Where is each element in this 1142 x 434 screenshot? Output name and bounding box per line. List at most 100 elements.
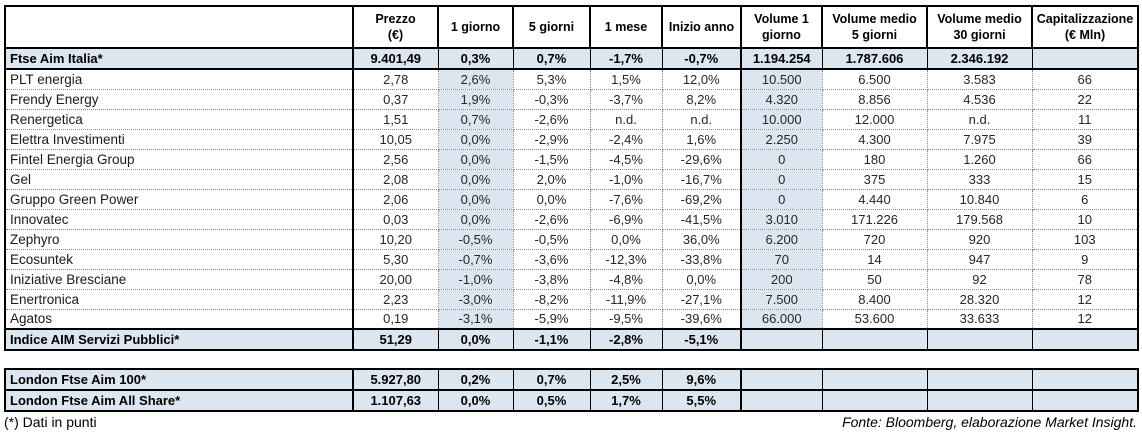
row-name: Enertronica	[5, 288, 354, 310]
cell-volume-medio-30-giorni: 947	[926, 248, 1033, 270]
cell-capitalizzazione: 66	[1031, 68, 1139, 90]
cell-prezzo: 5.927,80	[352, 368, 439, 391]
cell-volume-1-giorno: 0	[740, 168, 823, 190]
cell-5-giorni: -0,5%	[512, 228, 591, 250]
footnote: (*) Dati in punti	[4, 414, 97, 430]
cell-5-giorni: -3,6%	[512, 248, 591, 270]
cell-volume-1-giorno: 200	[740, 268, 823, 290]
cell-volume-medio-5-giorni: 8.400	[821, 288, 928, 310]
column-header-1-mese: 1 mese	[589, 5, 663, 49]
cell-inizio-anno: -5,1%	[661, 328, 742, 351]
row-name: London Ftse Aim 100*	[5, 368, 354, 391]
cell-capitalizzazione: 11	[1031, 108, 1139, 130]
london-table: London Ftse Aim 100* 5.927,80 0,2% 0,7% 2,5%…	[4, 368, 1139, 412]
cell-capitalizzazione: 9	[1031, 248, 1139, 270]
cell-1-mese: 0,0%	[589, 228, 663, 250]
cell-5-giorni: -3,8%	[512, 268, 591, 290]
cell-inizio-anno: 9,6%	[661, 368, 742, 391]
cell-1-mese: -1,7%	[589, 47, 663, 70]
cell-volume-1-giorno: 4.320	[740, 88, 823, 110]
cell-volume-medio-30-giorni: 10.840	[926, 188, 1033, 210]
cell-1-mese: 1,5%	[589, 68, 663, 90]
cell-1-giorno: 0,0%	[437, 389, 514, 412]
cell-1-mese: -3,7%	[589, 88, 663, 110]
row-name: Zephyro	[5, 228, 354, 250]
cell-1-giorno: -3,0%	[437, 288, 514, 310]
cell-volume-1-giorno: 1.194.254	[740, 47, 823, 70]
cell-volume-medio-30-giorni: 179.568	[926, 208, 1033, 230]
row-name: Fintel Energia Group	[5, 148, 354, 170]
cell-capitalizzazione	[1031, 389, 1139, 412]
cell-volume-medio-30-giorni: 920	[926, 228, 1033, 250]
cell-1-mese: -4,8%	[589, 268, 663, 290]
cell-5-giorni: -2,6%	[512, 208, 591, 230]
table-row: Iniziative Bresciane 20,00 -1,0% -3,8% -4,8%…	[5, 268, 1139, 290]
cell-1-giorno: -0,7%	[437, 248, 514, 270]
cell-5-giorni: 0,0%	[512, 188, 591, 210]
cell-volume-medio-5-giorni: 53.600	[821, 308, 928, 330]
cell-volume-medio-30-giorni: 33.633	[926, 308, 1033, 330]
row-name: Renergetica	[5, 108, 354, 130]
cell-5-giorni: -0,3%	[512, 88, 591, 110]
footer: (*) Dati in punti Fonte: Bloomberg, elab…	[4, 414, 1137, 430]
cell-volume-medio-5-giorni: 375	[821, 168, 928, 190]
cell-1-mese: -9,5%	[589, 308, 663, 330]
column-header-volume-1-giorno: Volume 1 giorno	[740, 5, 823, 49]
row-name: Ftse Aim Italia*	[5, 47, 354, 70]
cell-volume-medio-5-giorni: 171.226	[821, 208, 928, 230]
cell-volume-medio-30-giorni: 2.346.192	[926, 47, 1033, 70]
row-name: PLT energia	[5, 68, 354, 90]
row-name: Iniziative Bresciane	[5, 268, 354, 290]
cell-inizio-anno: -29,6%	[661, 148, 742, 170]
cell-inizio-anno: 0,0%	[661, 268, 742, 290]
cell-5-giorni: 0,5%	[512, 389, 591, 412]
table-row: Agatos 0,19 -3,1% -5,9% -9,5% -39,6% 66.000 53.…	[5, 308, 1139, 330]
cell-volume-1-giorno	[740, 368, 823, 391]
cell-volume-medio-5-giorni: 1.787.606	[821, 47, 928, 70]
cell-1-giorno: 0,0%	[437, 148, 514, 170]
cell-volume-medio-30-giorni: 1.260	[926, 148, 1033, 170]
cell-5-giorni: 0,7%	[512, 368, 591, 391]
cell-volume-medio-5-giorni: 6.500	[821, 68, 928, 90]
cell-1-giorno: 2,6%	[437, 68, 514, 90]
column-header-inizio-anno: Inizio anno	[661, 5, 742, 49]
table-row: Renergetica 1,51 0,7% -2,6% n.d. n.d. 10.000 12…	[5, 108, 1139, 130]
cell-volume-medio-5-giorni	[821, 328, 928, 351]
cell-volume-1-giorno	[740, 389, 823, 412]
cell-prezzo: 51,29	[352, 328, 439, 351]
main-table-header: Prezzo (€) 1 giorno 5 giorni 1 mese Inizio a…	[4, 5, 1139, 49]
cell-1-mese: -2,4%	[589, 128, 663, 150]
cell-1-giorno: 0,0%	[437, 188, 514, 210]
cell-volume-1-giorno: 70	[740, 248, 823, 270]
cell-capitalizzazione: 6	[1031, 188, 1139, 210]
cell-inizio-anno: 36,0%	[661, 228, 742, 250]
cell-capitalizzazione: 103	[1031, 228, 1139, 250]
cell-inizio-anno: 12,0%	[661, 68, 742, 90]
cell-prezzo: 2,08	[352, 168, 439, 190]
cell-1-mese: -12,3%	[589, 248, 663, 270]
cell-prezzo: 0,19	[352, 308, 439, 330]
column-header-volume-medio-30-giorni: Volume medio 30 giorni	[926, 5, 1033, 49]
cell-1-mese: -6,9%	[589, 208, 663, 230]
table-row: Enertronica 2,23 -3,0% -8,2% -11,9% -27,1% 7.5…	[5, 288, 1139, 310]
cell-1-mese: -11,9%	[589, 288, 663, 310]
row-name: Agatos	[5, 308, 354, 330]
cell-1-giorno: -3,1%	[437, 308, 514, 330]
cell-capitalizzazione	[1031, 368, 1139, 391]
cell-inizio-anno: 5,5%	[661, 389, 742, 412]
cell-volume-medio-5-giorni	[821, 389, 928, 412]
cell-volume-medio-5-giorni: 4.300	[821, 128, 928, 150]
cell-volume-1-giorno: 0	[740, 148, 823, 170]
cell-5-giorni: 0,7%	[512, 47, 591, 70]
cell-volume-medio-5-giorni: 180	[821, 148, 928, 170]
cell-1-giorno: 0,0%	[437, 328, 514, 351]
cell-volume-medio-30-giorni: 92	[926, 268, 1033, 290]
cell-capitalizzazione: 12	[1031, 288, 1139, 310]
cell-volume-1-giorno: 3.010	[740, 208, 823, 230]
table-row: Elettra Investimenti 10,05 0,0% -2,9% -2,4% 1…	[5, 128, 1139, 150]
cell-volume-medio-5-giorni: 4.440	[821, 188, 928, 210]
main-table-body: Ftse Aim Italia* 9.401,49 0,3% 0,7% -1,7% -0,…	[5, 47, 1139, 351]
cell-volume-medio-30-giorni: 4.536	[926, 88, 1033, 110]
cell-volume-medio-5-giorni: 50	[821, 268, 928, 290]
cell-volume-medio-5-giorni	[821, 368, 928, 391]
